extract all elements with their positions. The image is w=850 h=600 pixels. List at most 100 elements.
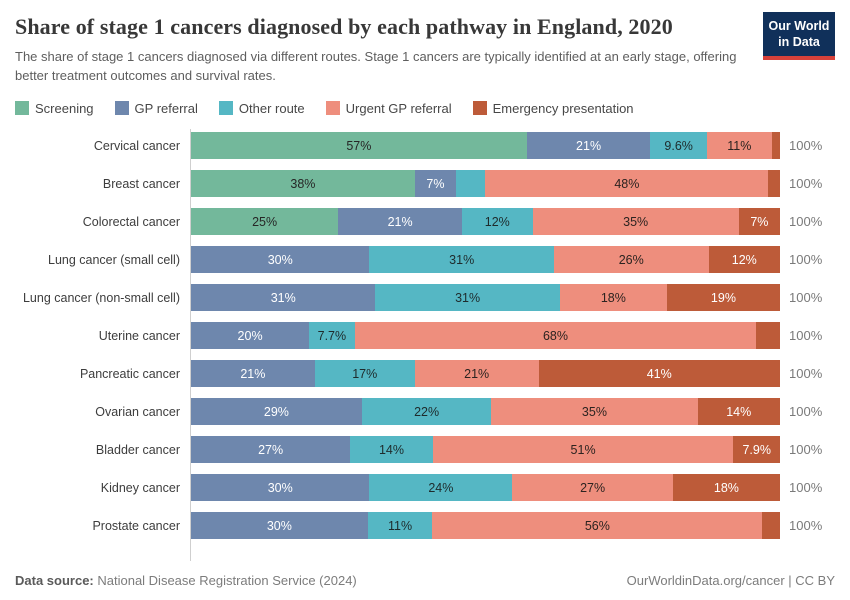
bar-segment-emergency-presentation[interactable] bbox=[768, 170, 780, 198]
header-text: Share of stage 1 cancers diagnosed by ea… bbox=[15, 10, 763, 86]
owid-logo-line2: in Data bbox=[778, 34, 820, 49]
bar-segment-gp-referral[interactable]: 7% bbox=[414, 170, 457, 198]
bar-segment-other-route[interactable]: 14% bbox=[350, 436, 433, 464]
category-label: Ovarian cancer bbox=[95, 404, 180, 419]
bar-segment-other-route[interactable] bbox=[456, 170, 486, 198]
bar-segment-urgent-gp-referral[interactable]: 18% bbox=[559, 284, 667, 312]
stacked-bar: 25% 21% 12% 35% 7% bbox=[191, 208, 780, 236]
bar-segment-emergency-presentation[interactable]: 19% bbox=[666, 284, 780, 312]
bar-segment-emergency-presentation[interactable]: 41% bbox=[538, 360, 780, 388]
legend-item-urgent-gp-referral[interactable]: Urgent GP referral bbox=[325, 100, 452, 116]
bar-segment-other-route[interactable]: 12% bbox=[461, 208, 533, 236]
bar-segment-urgent-gp-referral[interactable]: 56% bbox=[432, 512, 763, 540]
legend: Screening GP referral Other route Urgent GP… bbox=[15, 101, 835, 116]
bar-segment-other-route[interactable]: 11% bbox=[367, 512, 433, 540]
row-total-label: 100% bbox=[789, 290, 823, 306]
legend-swatch bbox=[472, 101, 487, 116]
legend-label: Screening bbox=[35, 100, 94, 116]
chart-row: Cervical cancer 57% 21% 9.6% 11% 100% bbox=[15, 127, 835, 165]
stacked-bar: 29% 22% 35% 14% bbox=[191, 398, 780, 426]
legend-swatch bbox=[114, 101, 129, 116]
page-subtitle: The share of stage 1 cancers diagnosed v… bbox=[15, 49, 737, 83]
bar-segment-urgent-gp-referral[interactable]: 48% bbox=[485, 170, 769, 198]
legend-swatch bbox=[325, 101, 340, 116]
legend-item-gp-referral[interactable]: GP referral bbox=[114, 100, 198, 116]
category-label: Colorectal cancer bbox=[82, 214, 180, 229]
bar-segment-emergency-presentation[interactable]: 7% bbox=[738, 208, 780, 236]
bar-segment-gp-referral[interactable]: 30% bbox=[191, 512, 368, 540]
license-separator: | bbox=[784, 573, 796, 588]
bar-segment-urgent-gp-referral[interactable]: 27% bbox=[512, 474, 673, 502]
stacked-bar: 30% 11% 56% bbox=[191, 512, 780, 540]
category-label: Cervical cancer bbox=[93, 138, 180, 153]
bar-segment-other-route[interactable]: 7.7% bbox=[309, 322, 355, 350]
bar-segment-gp-referral[interactable]: 27% bbox=[191, 436, 351, 464]
legend-item-emergency-presentation[interactable]: Emergency presentation bbox=[472, 100, 634, 116]
legend-label: Other route bbox=[238, 100, 305, 116]
chart-rows: Cervical cancer 57% 21% 9.6% 11% 100% Breast c… bbox=[15, 127, 835, 545]
bar-segment-screening[interactable]: 38% bbox=[191, 170, 415, 198]
bar-segment-urgent-gp-referral[interactable]: 51% bbox=[432, 436, 734, 464]
bar-segment-gp-referral[interactable]: 31% bbox=[191, 284, 376, 312]
bar-segment-other-route[interactable]: 31% bbox=[369, 246, 554, 274]
chart-row: Prostate cancer 30% 11% 56% 100% bbox=[15, 507, 835, 545]
bar-segment-other-route[interactable]: 17% bbox=[314, 360, 415, 388]
stacked-bar: 27% 14% 51% 7.9% bbox=[191, 436, 780, 464]
owid-logo[interactable]: Our World in Data bbox=[763, 12, 835, 61]
stacked-bar: 30% 31% 26% 12% bbox=[191, 246, 780, 274]
bar-segment-urgent-gp-referral[interactable]: 35% bbox=[532, 208, 739, 236]
bar-segment-urgent-gp-referral[interactable]: 35% bbox=[491, 398, 698, 426]
stacked-bar: 21% 17% 21% 41% bbox=[191, 360, 780, 388]
bar-segment-emergency-presentation[interactable]: 12% bbox=[708, 246, 780, 274]
row-total-label: 100% bbox=[789, 366, 823, 382]
bar-segment-screening[interactable]: 57% bbox=[191, 132, 527, 160]
bar-segment-other-route[interactable]: 31% bbox=[375, 284, 560, 312]
bar-segment-emergency-presentation[interactable] bbox=[756, 322, 780, 350]
legend-item-other-route[interactable]: Other route bbox=[218, 100, 305, 116]
bar-segment-other-route[interactable]: 22% bbox=[361, 398, 492, 426]
bar-segment-gp-referral[interactable]: 20% bbox=[191, 322, 310, 350]
bar-segment-urgent-gp-referral[interactable]: 21% bbox=[414, 360, 539, 388]
bar-segment-other-route[interactable]: 24% bbox=[369, 474, 513, 502]
bar-segment-urgent-gp-referral[interactable]: 26% bbox=[553, 246, 709, 274]
header: Share of stage 1 cancers diagnosed by ea… bbox=[15, 10, 835, 86]
bar-segment-gp-referral[interactable]: 21% bbox=[526, 132, 651, 160]
bar-segment-emergency-presentation[interactable]: 14% bbox=[697, 398, 780, 426]
legend-label: Emergency presentation bbox=[492, 100, 634, 116]
page-title: Share of stage 1 cancers diagnosed by ea… bbox=[15, 14, 673, 39]
category-label: Pancreatic cancer bbox=[79, 366, 180, 381]
stacked-bar-chart: Cervical cancer 57% 21% 9.6% 11% 100% Breast c… bbox=[15, 127, 835, 569]
legend-label: Urgent GP referral bbox=[345, 100, 452, 116]
chart-row: Breast cancer 38% 7% 48% 100% bbox=[15, 165, 835, 203]
bar-segment-emergency-presentation[interactable]: 18% bbox=[672, 474, 780, 502]
bar-segment-gp-referral[interactable]: 29% bbox=[191, 398, 362, 426]
bar-segment-gp-referral[interactable]: 30% bbox=[191, 246, 370, 274]
bar-segment-emergency-presentation[interactable]: 7.9% bbox=[733, 436, 780, 464]
bar-segment-other-route[interactable]: 9.6% bbox=[650, 132, 707, 160]
legend-item-screening[interactable]: Screening bbox=[15, 101, 94, 116]
row-total-label: 100% bbox=[789, 214, 823, 230]
bar-segment-urgent-gp-referral[interactable]: 68% bbox=[354, 322, 757, 350]
legend-label: GP referral bbox=[134, 100, 198, 116]
row-total-label: 100% bbox=[789, 138, 823, 154]
category-label: Bladder cancer bbox=[95, 442, 180, 457]
bar-segment-screening[interactable]: 25% bbox=[191, 208, 339, 236]
data-source-label: Data source: bbox=[15, 573, 94, 588]
bar-segment-urgent-gp-referral[interactable]: 11% bbox=[706, 132, 772, 160]
category-label: Kidney cancer bbox=[100, 480, 180, 495]
bar-segment-emergency-presentation[interactable] bbox=[771, 132, 780, 160]
bar-segment-gp-referral[interactable]: 30% bbox=[191, 474, 370, 502]
bar-segment-gp-referral[interactable]: 21% bbox=[338, 208, 462, 236]
category-label: Uterine cancer bbox=[98, 328, 180, 343]
data-source-text: National Disease Registration Service (2… bbox=[93, 573, 357, 588]
stacked-bar: 57% 21% 9.6% 11% bbox=[191, 132, 780, 160]
y-axis-line bbox=[190, 128, 191, 561]
chart-row: Kidney cancer 30% 24% 27% 18% 100% bbox=[15, 469, 835, 507]
owid-cancer-link[interactable]: OurWorldinData.org/cancer bbox=[626, 573, 785, 588]
bar-segment-emergency-presentation[interactable] bbox=[762, 512, 780, 540]
chart-row: Colorectal cancer 25% 21% 12% 35% 7% 100% bbox=[15, 203, 835, 241]
row-total-label: 100% bbox=[789, 176, 823, 192]
bar-segment-gp-referral[interactable]: 21% bbox=[191, 360, 315, 388]
chart-row: Ovarian cancer 29% 22% 35% 14% 100% bbox=[15, 393, 835, 431]
